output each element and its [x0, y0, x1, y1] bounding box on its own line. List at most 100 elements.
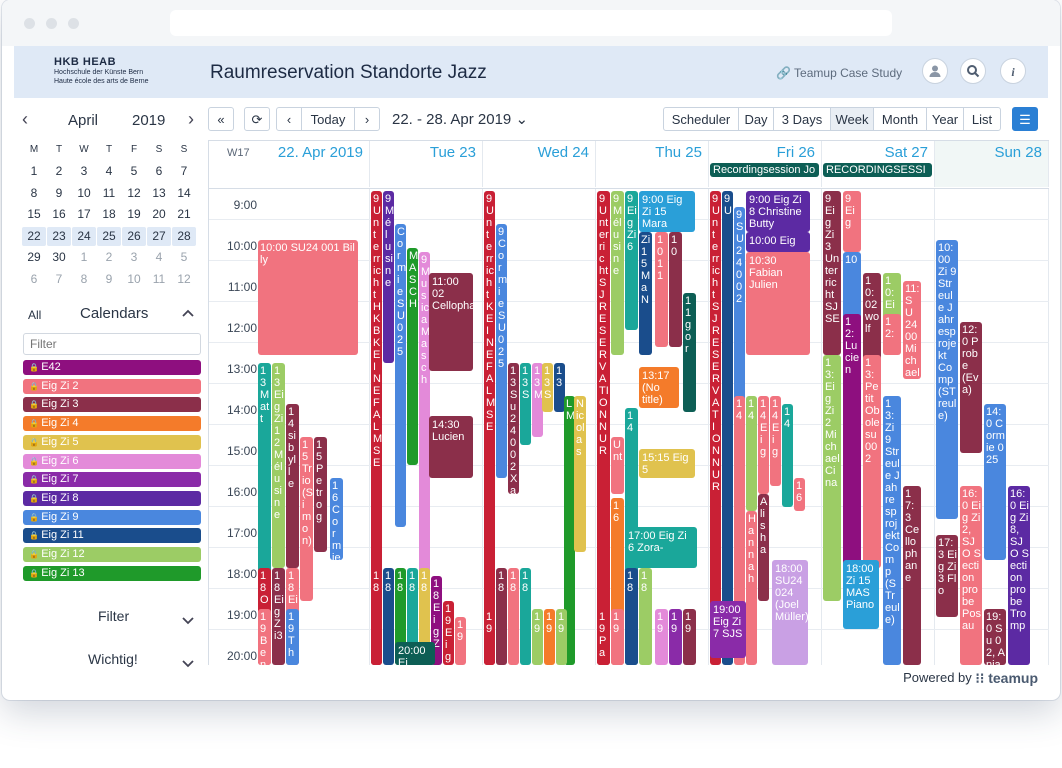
mini-day[interactable]: 3: [80, 164, 88, 178]
calendar-item[interactable]: 🔒 Eig Zi 5: [23, 434, 201, 450]
mini-day[interactable]: 22: [22, 226, 46, 246]
calendar-event[interactable]: 19 Be n: [258, 609, 271, 665]
calendar-event[interactable]: 12: Lucie n: [843, 313, 861, 568]
calendar-event[interactable]: 9 Eig Zi 3 Unterricht SJ SE: [823, 190, 841, 355]
mini-day[interactable]: 27: [147, 226, 171, 246]
mini-day[interactable]: 23: [47, 226, 71, 246]
calendar-event[interactable]: L M: [564, 395, 575, 665]
calendar-filter-input[interactable]: [23, 333, 201, 355]
calendar-event[interactable]: 19: [484, 609, 495, 665]
calendar-event[interactable]: Alis ha: [758, 494, 769, 601]
calendar-event[interactable]: 13 M: [532, 363, 543, 437]
calendar-event[interactable]: 18: [508, 568, 519, 665]
mini-month-label[interactable]: April: [68, 112, 99, 129]
collapse-sidebar-icon[interactable]: «: [208, 107, 234, 131]
mini-day[interactable]: 6: [155, 164, 163, 178]
mini-day[interactable]: 20: [152, 207, 166, 221]
calendar-event[interactable]: 9:00 Eig Zi 8 Christine Butty: [746, 190, 810, 232]
calendar-event[interactable]: 19: [532, 609, 543, 665]
calendar-event[interactable]: 9 U: [722, 190, 733, 665]
calendar-event[interactable]: 9 Mélusine: [383, 190, 394, 363]
mini-day[interactable]: 9: [55, 185, 63, 200]
date-range-dropdown[interactable]: 22. - 28. Apr 2019 ⌄: [392, 110, 528, 128]
calendar-event[interactable]: 11 go r: [683, 293, 696, 413]
allday-event[interactable]: RECORDINGSESSI: [823, 163, 932, 177]
calendar-event[interactable]: 19: [611, 609, 624, 665]
calendar-event[interactable]: 13 M att: [258, 363, 271, 589]
mini-day[interactable]: 10: [127, 271, 141, 286]
calendar-event[interactable]: Cormie SU 025: [395, 223, 406, 527]
day-header[interactable]: Thu 25: [596, 141, 709, 187]
today-button[interactable]: Today: [301, 107, 355, 131]
calendar-event[interactable]: 18: [639, 568, 652, 665]
mini-day[interactable]: 21: [177, 207, 191, 221]
calendar-event[interactable]: 12:0 Probe (Eva): [960, 322, 982, 454]
calendar-event[interactable]: 15 Tr io (Si mo n): [300, 436, 313, 601]
mini-day[interactable]: 16: [52, 207, 66, 221]
mini-day[interactable]: 29: [27, 250, 41, 264]
calendar-event[interactable]: 14:30 Lucien: [429, 416, 473, 478]
day-header[interactable]: Tue 23: [370, 141, 483, 187]
calendar-event[interactable]: 9 Eig Zi 6: [625, 190, 638, 331]
mini-year-label[interactable]: 2019: [132, 112, 166, 129]
calendar-event[interactable]: 18: [419, 568, 430, 665]
search-icon[interactable]: [960, 58, 986, 84]
calendar-item[interactable]: 🔒 Eig Zi 12: [23, 547, 201, 562]
day-header[interactable]: 22. Apr 2019: [257, 141, 370, 187]
calendar-event[interactable]: 14 Eig: [770, 395, 781, 486]
calendar-event[interactable]: 17:3 Cello phane: [903, 486, 921, 665]
calendar-event[interactable]: 18: [520, 568, 531, 665]
calendar-event[interactable]: 10:00 Eig: [746, 231, 810, 253]
mini-day[interactable]: 7: [55, 271, 63, 286]
calendar-item[interactable]: 🔒 Eig Zi 8: [23, 490, 201, 506]
info-icon[interactable]: i: [1000, 58, 1026, 84]
calendar-event[interactable]: 18: [395, 568, 406, 665]
calendar-event[interactable]: 16: [794, 477, 805, 511]
filter-section-label[interactable]: Filter: [98, 608, 130, 624]
calendar-event[interactable]: 19:0 Su 02, Ania: [984, 609, 1006, 665]
calendar-item[interactable]: 🔒 Eig Zi 2: [23, 378, 201, 394]
calendar-event[interactable]: 19: [655, 609, 668, 665]
calendar-event[interactable]: 11: SU 24 00 Mich ael: [903, 281, 921, 380]
mini-day[interactable]: 18: [102, 207, 116, 221]
calendar-item[interactable]: 🔒 Eig Zi 9: [23, 509, 201, 525]
allday-event[interactable]: Recordingsession Jo: [710, 163, 819, 177]
all-calendars-toggle[interactable]: All: [28, 308, 42, 322]
calendar-event[interactable]: 19 P a: [597, 609, 610, 665]
view-button-list[interactable]: List: [963, 107, 1001, 131]
calendar-item[interactable]: 🔒 E42: [23, 360, 201, 375]
address-bar[interactable]: [170, 10, 892, 36]
calendar-event[interactable]: 17:00 Eig Zi 6 Zora-: [625, 527, 697, 568]
calendar-item[interactable]: 🔒 Eig Zi 6: [23, 453, 201, 469]
user-icon[interactable]: [922, 58, 948, 84]
calendar-event[interactable]: 19: [669, 609, 682, 665]
calendar-item[interactable]: 🔒 Eig Zi 13: [23, 565, 201, 581]
day-header[interactable]: Sun 28: [935, 141, 1049, 187]
calendar-item[interactable]: 🔒 Eig Zi 7: [23, 472, 201, 488]
calendar-event[interactable]: Ha nn ah: [746, 510, 757, 665]
calendar-event[interactable]: 9 SU 24 00 2: [734, 207, 745, 486]
mini-day[interactable]: 24: [72, 226, 96, 246]
mini-day[interactable]: 5: [180, 250, 188, 264]
view-button-3-days[interactable]: 3 Days: [773, 107, 831, 131]
calendar-event[interactable]: 13: [554, 363, 565, 413]
mini-day[interactable]: 1: [80, 250, 88, 264]
calendar-event[interactable]: 9 Unterricht SJ RESERVATION NUR: [597, 190, 610, 665]
case-study-link[interactable]: 🔗 Teamup Case Study: [776, 66, 903, 80]
mini-day[interactable]: 10: [77, 185, 91, 200]
mini-day[interactable]: 17: [77, 207, 91, 221]
mini-day[interactable]: 13: [152, 185, 166, 200]
mini-day[interactable]: 5: [130, 164, 138, 178]
menu-icon[interactable]: ☰: [1012, 107, 1038, 131]
important-section-label[interactable]: Wichtig!: [88, 651, 138, 667]
calendar-event[interactable]: 19:00 Eig Zi 7 SJS: [710, 600, 746, 659]
calendar-event[interactable]: 19: [683, 609, 696, 665]
calendar-event[interactable]: 13 S: [520, 363, 531, 445]
calendar-event[interactable]: 18: [625, 568, 638, 665]
calendar-event[interactable]: 9 Unterricht HKB KEINE FALMSE: [371, 190, 382, 665]
calendar-event[interactable]: 13: Zi 9 Streule Jahresprojekt Comp (STr…: [883, 395, 901, 665]
refresh-icon[interactable]: ⟳: [244, 107, 270, 131]
view-button-week[interactable]: Week: [830, 107, 874, 131]
calendar-event[interactable]: 9:00 Eig Zi 15 Mara: [639, 190, 695, 232]
calendar-event[interactable]: 10:30 Fabian Julien: [746, 252, 810, 355]
